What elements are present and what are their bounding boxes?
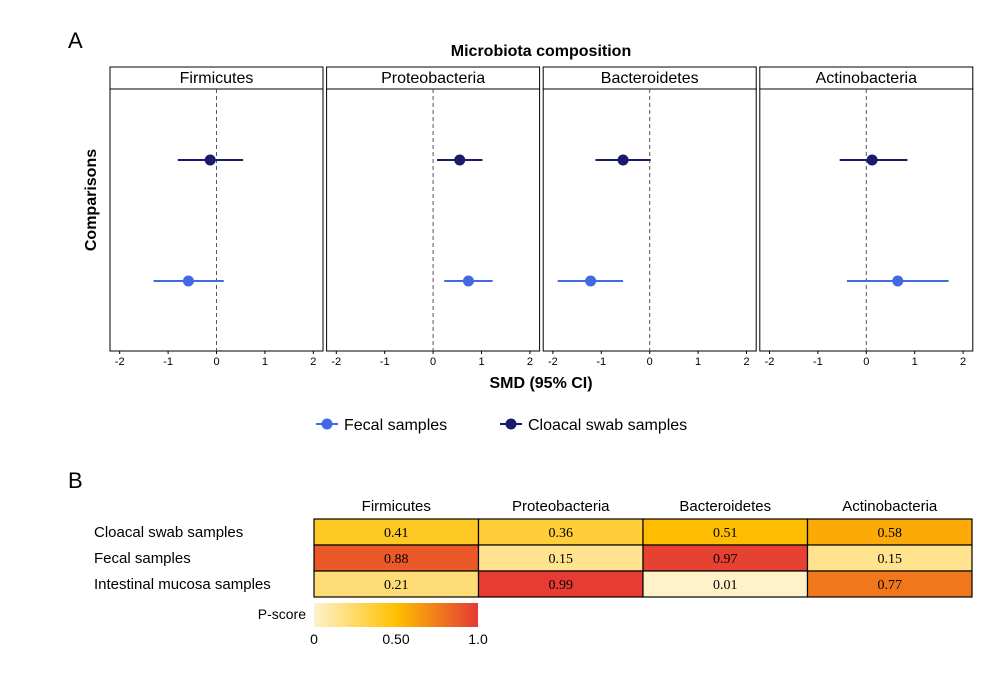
heatmap-cell [642,544,809,572]
heatmap-cell-value: 0.01 [713,578,738,593]
x-tick-label: -1 [163,356,173,368]
strip-label-bacteroidetes: Bacteroidetes [601,70,699,87]
x-tick-label: -1 [813,356,823,368]
x-tick-label: -2 [115,356,125,368]
panel-frame-proteobacteria [326,88,541,352]
x-tick-label: 0 [863,356,869,368]
x-tick-label: 2 [743,356,749,368]
x-tick-label: -2 [548,356,558,368]
legend-label-cloacal-swab-samples: Cloacal swab samples [528,417,687,434]
legend: Fecal samples Cloacal swab samples [316,417,687,434]
heatmap-cell-value: 0.77 [878,578,903,593]
heatmap-cell [642,570,809,598]
point-cloacal-swab-samples-bacteroidetes [617,154,629,166]
heatmap-row-label: Intestinal mucosa samples [94,576,271,593]
point-cloacal-swab-samples-actinobacteria [866,154,878,166]
heatmap-cell-value: 0.58 [878,526,903,541]
x-tick-label: 0 [647,356,653,368]
point-fecal-samples-firmicutes [182,275,194,287]
colorbar-tick-label: 0.50 [382,631,409,647]
heatmap-row-label: Fecal samples [94,550,191,567]
panel-frame-firmicutes [109,88,324,352]
heatmap-cell [313,544,480,572]
heatmap-cell-value: 0.36 [549,526,574,541]
heatmap-cell [477,518,644,546]
point-fecal-samples-actinobacteria [892,275,904,287]
heatmap-cell [806,518,973,546]
x-tick-label: -2 [765,356,775,368]
point-cloacal-swab-samples-firmicutes [204,154,216,166]
strip-label-proteobacteria: Proteobacteria [381,70,485,87]
heatmap-cell-value: 0.51 [713,526,738,541]
heatmap: Firmicutes Proteobacteria Bacteroidetes Act… [94,498,973,598]
chart-title: Microbiota composition [451,43,631,60]
colorbar-tick-label: 1.0 [468,631,488,647]
point-fecal-samples-bacteroidetes [585,275,597,287]
heatmap-cell [313,570,480,598]
x-axis-label: SMD (95% CI) [489,375,592,392]
colorbar-bar [314,603,478,627]
panel-b-label: B [68,468,83,493]
heatmap-cell-value: 0.88 [384,552,409,567]
point-cloacal-swab-samples-proteobacteria [454,154,466,166]
heatmap-cell [477,570,644,598]
legend-marker-fecal-samples [321,418,333,430]
heatmap-cell-value: 0.99 [549,578,574,593]
strip-label-firmicutes: Firmicutes [180,70,254,87]
heatmap-col-label: Actinobacteria [842,498,938,515]
heatmap-cell [313,518,480,546]
x-tick-label: 2 [960,356,966,368]
heatmap-cell [806,570,973,598]
heatmap-row-label: Cloacal swab samples [94,524,243,541]
panel-a-label: A [68,28,83,53]
heatmap-cell [477,544,644,572]
strip-label-actinobacteria: Actinobacteria [816,70,917,87]
heatmap-cell-value: 0.41 [384,526,409,541]
legend-label-fecal-samples: Fecal samples [344,417,447,434]
x-tick-label: -1 [380,356,390,368]
heatmap-col-label: Firmicutes [362,498,431,515]
x-tick-label: 1 [695,356,701,368]
x-tick-label: 0 [430,356,436,368]
colorbar-label: P-score [258,606,306,622]
legend-marker-cloacal-swab-samples [505,418,517,430]
x-tick-label: 1 [262,356,268,368]
forest-plot: Firmicutes -2 -1 0 1 2 Proteobacteria -2 -1 0 1 2 Ba… [109,66,974,368]
heatmap-col-label: Bacteroidetes [679,498,771,515]
x-tick-label: 0 [213,356,219,368]
x-tick-label: 2 [527,356,533,368]
colorbar-tick-label: 0 [310,631,318,647]
point-fecal-samples-proteobacteria [462,275,474,287]
heatmap-cell-value: 0.15 [549,552,574,567]
heatmap-cell-value: 0.15 [878,552,903,567]
y-axis-label: Comparisons [83,149,100,251]
x-tick-label: -1 [596,356,606,368]
x-tick-label: 2 [310,356,316,368]
x-tick-label: 1 [912,356,918,368]
panel-frame-bacteroidetes [542,88,757,352]
heatmap-cell-value: 0.97 [713,552,738,567]
heatmap-col-label: Proteobacteria [512,498,610,515]
panel-frame-actinobacteria [759,88,974,352]
heatmap-cell-value: 0.21 [384,578,409,593]
x-tick-label: 1 [478,356,484,368]
x-tick-label: -2 [331,356,341,368]
